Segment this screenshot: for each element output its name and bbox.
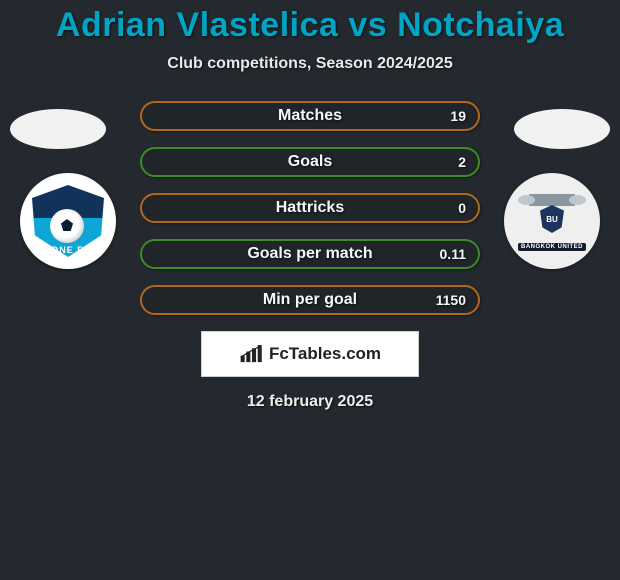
stat-label: Hattricks xyxy=(142,199,478,217)
watermark-box: FcTables.com xyxy=(201,331,419,377)
stat-label: Goals per match xyxy=(142,245,478,263)
stat-bar: Goals2 xyxy=(140,147,480,177)
comparison-stage: YDNE FC BU BANGKOK UNITED Matches19 Goals… xyxy=(0,101,620,411)
stat-bar: Min per goal1150 xyxy=(140,285,480,315)
stat-value-right: 2 xyxy=(458,154,466,170)
stat-value-right: 19 xyxy=(450,108,466,124)
snapshot-date: 12 february 2025 xyxy=(0,393,620,411)
stat-bar: Goals per match0.11 xyxy=(140,239,480,269)
club-badge-left: YDNE FC xyxy=(20,173,116,269)
player-photo-left xyxy=(10,109,106,149)
stat-bar: Hattricks0 xyxy=(140,193,480,223)
stat-label: Matches xyxy=(142,107,478,125)
subtitle: Club competitions, Season 2024/2025 xyxy=(0,55,620,73)
player-photo-right xyxy=(514,109,610,149)
stat-bars: Matches19 Goals2 Hattricks0 Goals per match… xyxy=(140,101,480,315)
stat-label: Goals xyxy=(142,153,478,171)
watermark-text: FcTables.com xyxy=(269,344,381,364)
stat-bar: Matches19 xyxy=(140,101,480,131)
page-title: Adrian Vlastelica vs Notchaiya xyxy=(0,0,620,45)
bar-chart-icon xyxy=(239,343,265,365)
stat-value-right: 0.11 xyxy=(440,246,466,262)
stat-label: Min per goal xyxy=(142,291,478,309)
stat-value-right: 0 xyxy=(458,200,466,216)
sydney-fc-emblem: YDNE FC xyxy=(32,185,104,257)
bangkok-united-emblem: BU BANGKOK UNITED xyxy=(512,189,592,253)
club-badge-right: BU BANGKOK UNITED xyxy=(504,173,600,269)
stat-value-right: 1150 xyxy=(436,292,466,308)
